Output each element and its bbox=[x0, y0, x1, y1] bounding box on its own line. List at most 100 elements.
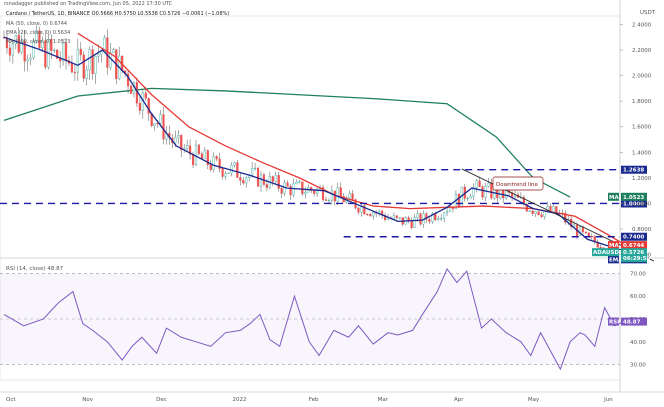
ema20-legend[interactable]: EMA (20, close, 0) 0.5634 bbox=[6, 30, 71, 36]
candle-body bbox=[126, 73, 130, 87]
candle-body bbox=[292, 183, 295, 196]
candle-body bbox=[540, 214, 543, 217]
ma200-name-tag bbox=[608, 192, 619, 201]
candle-body bbox=[490, 182, 493, 199]
x-tick-label: Dec bbox=[156, 397, 167, 403]
candle-body bbox=[29, 57, 32, 60]
candle-body bbox=[14, 35, 17, 44]
ma200-name: MA bbox=[609, 195, 619, 201]
candle-body bbox=[578, 226, 582, 236]
candle-body bbox=[351, 193, 354, 200]
rsi-panel: RSI (14, close) 48.87 bbox=[0, 266, 625, 371]
candle-body bbox=[310, 187, 313, 191]
y-axis-unit: USDT bbox=[640, 10, 656, 16]
y-tick-label: 1.0000 bbox=[632, 201, 652, 207]
candle-body bbox=[79, 48, 82, 56]
rsi-tick-label: 60.00 bbox=[630, 294, 646, 300]
candle-body bbox=[443, 212, 446, 219]
candle-body bbox=[144, 92, 147, 99]
candle-body bbox=[242, 180, 245, 184]
candle-body bbox=[357, 207, 360, 213]
last-price: 0.5726 bbox=[623, 250, 644, 256]
y-tick-label: 1.2000 bbox=[632, 176, 652, 182]
candle-body bbox=[475, 180, 478, 188]
ma200-value-tag bbox=[621, 192, 647, 201]
candle-body bbox=[472, 187, 475, 197]
candle-body bbox=[153, 123, 156, 126]
candle-body bbox=[392, 215, 396, 219]
level-label: 0.7400 bbox=[623, 235, 644, 241]
candle-body bbox=[531, 210, 534, 214]
candle-body bbox=[445, 211, 449, 214]
x-tick-label: Nov bbox=[82, 397, 93, 403]
candle-body bbox=[304, 192, 307, 195]
y-tick-label: 2.0000 bbox=[632, 74, 652, 80]
candle-body bbox=[590, 235, 593, 238]
rsi-name: RSI bbox=[609, 320, 619, 326]
candle-body bbox=[129, 85, 133, 94]
ma50-name: MA bbox=[609, 243, 619, 249]
candle-body bbox=[32, 40, 35, 59]
candle-body bbox=[348, 193, 351, 199]
ma200-path bbox=[3, 87, 571, 198]
candle-body bbox=[324, 199, 328, 201]
candle-body bbox=[587, 232, 590, 237]
candle-body bbox=[218, 158, 221, 169]
candle-body bbox=[70, 63, 74, 73]
candle-body bbox=[570, 218, 573, 227]
horizontal-levels: 1.2638 1.0000 0.7400 bbox=[0, 165, 647, 241]
ma50-path bbox=[77, 32, 625, 245]
ma50-legend[interactable]: MA (50, close, 0) 0.6744 bbox=[6, 21, 68, 27]
candle-body bbox=[469, 196, 472, 199]
candle-body bbox=[97, 53, 100, 57]
candle-body bbox=[61, 42, 65, 62]
ema20-path bbox=[3, 36, 650, 258]
candle-body bbox=[159, 114, 162, 124]
candle-body bbox=[233, 162, 236, 166]
candle-body bbox=[94, 56, 97, 74]
candle-body bbox=[8, 47, 12, 56]
candle-body bbox=[419, 213, 422, 225]
ma50-name-tag bbox=[608, 241, 619, 250]
level-label: 1.0000 bbox=[623, 201, 644, 207]
candle-body bbox=[440, 217, 443, 220]
candle-body bbox=[280, 188, 283, 194]
x-tick-label: May bbox=[528, 397, 540, 403]
candle-body bbox=[206, 150, 209, 165]
candle-body bbox=[82, 54, 85, 79]
candle-body bbox=[50, 38, 53, 51]
candle-body bbox=[366, 213, 369, 216]
x-tick-label: Mar bbox=[378, 397, 389, 403]
candle-body bbox=[209, 164, 212, 170]
candle-body bbox=[200, 153, 204, 159]
ema20-name-tag bbox=[608, 255, 619, 264]
value-tags: MA1.0523MA0.6744EMA0.5634ADAUSDT0.572606… bbox=[592, 192, 651, 326]
rsi-value: 48.87 bbox=[623, 320, 641, 326]
level-label: 1.2638 bbox=[623, 168, 644, 174]
rsi-value-tag bbox=[621, 317, 647, 326]
candle-body bbox=[295, 181, 298, 185]
ma50-value: 0.6744 bbox=[623, 243, 644, 249]
candle-body bbox=[425, 213, 428, 220]
y-tick-label: 2.2000 bbox=[632, 48, 652, 54]
candle-body bbox=[428, 219, 431, 222]
ma200-legend[interactable]: MA (200, close, 0) 1.0523 bbox=[6, 39, 71, 45]
candle-body bbox=[236, 162, 239, 178]
candle-body bbox=[188, 145, 192, 155]
candle-body bbox=[162, 114, 165, 140]
y-tick-label: 1.8000 bbox=[632, 99, 652, 105]
candle-body bbox=[35, 30, 38, 42]
x-tick-label: Feb bbox=[309, 397, 319, 403]
candle-body bbox=[572, 224, 576, 227]
rsi-tick-label: 40.00 bbox=[630, 340, 646, 346]
ema20-name: EMA bbox=[609, 257, 623, 263]
symbol-name: ADAUSDT bbox=[593, 250, 623, 256]
candle-body bbox=[431, 213, 434, 222]
candle-body bbox=[481, 186, 484, 198]
symbol-tag bbox=[592, 248, 619, 257]
candle-body bbox=[186, 145, 189, 149]
y-tick-label: 1.6000 bbox=[632, 125, 652, 131]
ema20-line bbox=[3, 36, 650, 258]
rsi-path bbox=[3, 267, 625, 371]
